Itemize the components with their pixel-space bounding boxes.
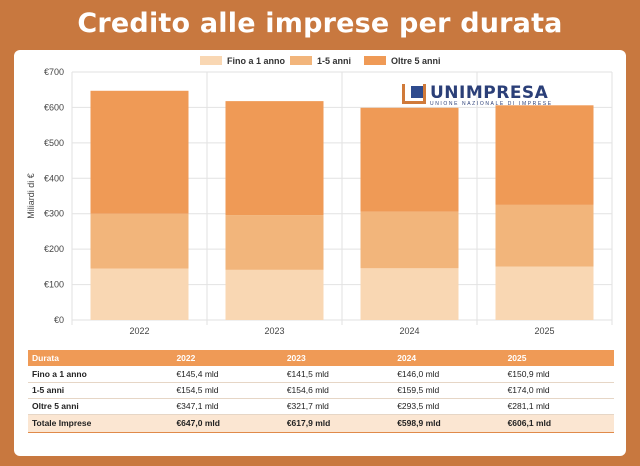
- bar-segment: [225, 215, 324, 270]
- y-axis: €0 €100 €200 €300 €400 €500 €600 €700 Miliardi d…: [26, 67, 64, 325]
- table-total-cell: €617,9 mld: [282, 413, 394, 433]
- bar-segment: [495, 105, 594, 205]
- table-cell: €150,9 mld: [503, 366, 614, 383]
- chart-legend: Fino a 1 anno 1-5 anni Oltre 5 anni: [200, 56, 441, 66]
- table-total-row: Totale Imprese €647,0 mld €617,9 mld €59…: [28, 413, 614, 433]
- table-cell: €293,5 mld: [393, 398, 504, 415]
- table-cell: €174,0 mld: [503, 382, 614, 399]
- stacked-bar-chart: Fino a 1 anno 1-5 anni Oltre 5 anni €0 €100…: [26, 56, 613, 336]
- table-total-cell: €598,9 mld: [393, 413, 504, 433]
- table-cell: €154,6 mld: [282, 382, 394, 399]
- table-total-cell: €606,1 mld: [503, 413, 614, 433]
- bar-segment: [90, 268, 189, 320]
- table-header-cell: 2022: [172, 350, 283, 366]
- table-header-cell: 2023: [282, 350, 394, 366]
- table-total-label: Totale Imprese: [28, 413, 173, 433]
- bar-segment: [225, 269, 324, 320]
- table-cell: €281,1 mld: [503, 398, 614, 415]
- table-cell: €146,0 mld: [393, 366, 504, 383]
- table-cell: €347,1 mld: [172, 398, 283, 415]
- bar-segment: [360, 211, 459, 269]
- logo-mark-icon: [402, 84, 426, 104]
- table-header-cell: 2024: [393, 350, 504, 366]
- bar-segment: [360, 268, 459, 320]
- legend-label: 1-5 anni: [317, 56, 351, 66]
- x-tick-label: 2022: [129, 326, 149, 336]
- chart-bars: [90, 90, 594, 320]
- y-tick-label: €700: [44, 67, 64, 77]
- table-row: 1-5 anni €154,5 mld €154,6 mld €159,5 ml…: [28, 382, 614, 399]
- x-tick-label: 2023: [264, 326, 284, 336]
- table-cell-label: 1-5 anni: [28, 382, 173, 399]
- logo-name: UNIMPRESA: [430, 83, 549, 103]
- y-tick-label: €600: [44, 102, 64, 112]
- table-cell: €145,4 mld: [172, 366, 283, 383]
- x-axis: 2022 2023 2024 2025: [129, 326, 554, 336]
- bar-segment: [90, 90, 189, 214]
- logo-subtitle: UNIONE NAZIONALE DI IMPRESE: [430, 101, 553, 107]
- logo-flag-icon: [411, 86, 423, 98]
- legend-label: Fino a 1 anno: [227, 56, 286, 66]
- bar-segment: [360, 107, 459, 212]
- y-tick-label: €300: [44, 209, 64, 219]
- legend-swatch: [290, 56, 312, 65]
- legend-swatch: [364, 56, 386, 65]
- data-table: Durata 2022 2023 2024 2025 Fino a 1 anno…: [28, 350, 614, 433]
- bar-segment: [225, 101, 324, 216]
- legend-swatch: [200, 56, 222, 65]
- table-cell-label: Oltre 5 anni: [28, 398, 173, 415]
- table-header-row: Durata 2022 2023 2024 2025: [28, 350, 614, 366]
- table-row: Oltre 5 anni €347,1 mld €321,7 mld €293,…: [28, 398, 614, 415]
- y-axis-title: Miliardi di €: [26, 173, 36, 219]
- table-header-cell: Durata: [28, 350, 173, 366]
- table-header-cell: 2025: [503, 350, 614, 366]
- y-tick-label: €400: [44, 173, 64, 183]
- bar-segment: [495, 266, 594, 320]
- data-table-container: Durata 2022 2023 2024 2025 Fino a 1 anno…: [28, 350, 614, 433]
- y-tick-label: €0: [54, 315, 64, 325]
- table-cell: €159,5 mld: [393, 382, 504, 399]
- table-cell-label: Fino a 1 anno: [28, 366, 173, 383]
- y-tick-label: €100: [44, 280, 64, 290]
- table-row: Fino a 1 anno €145,4 mld €141,5 mld €146…: [28, 366, 614, 383]
- unimpresa-logo: UNIMPRESA UNIONE NAZIONALE DI IMPRESE: [402, 83, 562, 108]
- table-cell: €141,5 mld: [282, 366, 394, 383]
- table-total-cell: €647,0 mld: [172, 413, 283, 433]
- table-cell: €154,5 mld: [172, 382, 283, 399]
- bar-segment: [495, 204, 594, 267]
- bar-segment: [90, 213, 189, 269]
- legend-label: Oltre 5 anni: [391, 56, 441, 66]
- x-tick-label: 2025: [534, 326, 554, 336]
- y-tick-label: €500: [44, 138, 64, 148]
- content-panel: Fino a 1 anno 1-5 anni Oltre 5 anni €0 €100…: [14, 50, 626, 456]
- table-cell: €321,7 mld: [282, 398, 394, 415]
- y-tick-label: €200: [44, 244, 64, 254]
- slide-title: Credito alle imprese per durata: [77, 8, 563, 39]
- x-tick-label: 2024: [399, 326, 419, 336]
